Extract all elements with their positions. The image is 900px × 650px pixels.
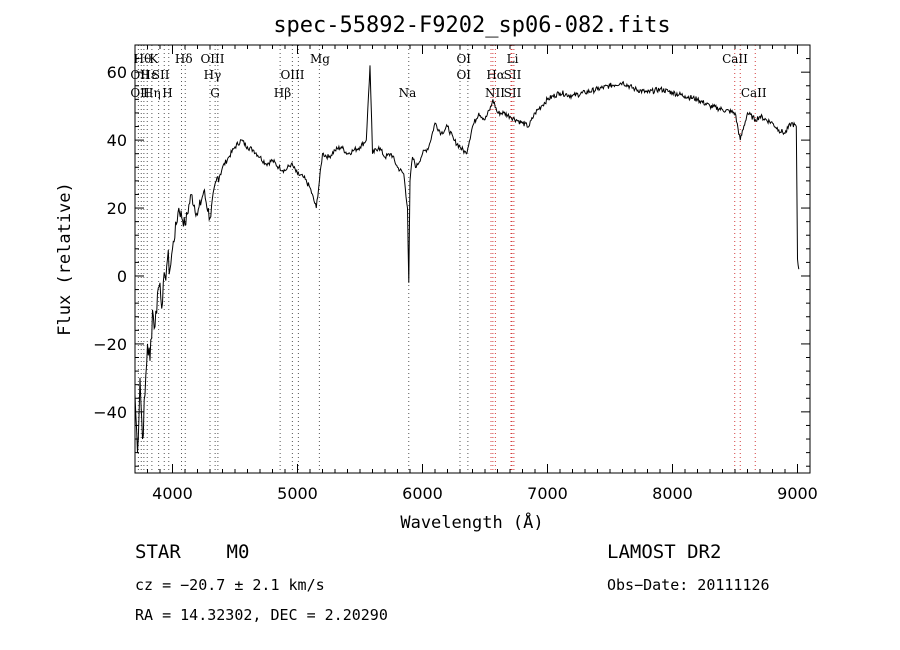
plot-frame [135, 45, 810, 473]
chart-title: spec-55892-F9202_sp06-082.fits [273, 13, 670, 38]
line-label: Na [399, 86, 417, 100]
x-tick-label: 9000 [777, 484, 818, 503]
line-label: NII [485, 86, 505, 100]
axis-tick-labels: 4000 5000 6000 7000 8000 9000 −40 −20 0 20 40 60 [93, 63, 818, 503]
line-label: SII [504, 68, 522, 82]
x-tick-label: 5000 [277, 484, 318, 503]
line-label: CaII [722, 52, 748, 66]
line-label: Hα [486, 68, 505, 82]
cz-readout: cz = −20.7 ± 2.1 km/s [135, 576, 325, 594]
y-axis-label: Flux (relative) [55, 182, 75, 336]
line-label: Hγ [204, 68, 222, 82]
line-label: OIII [280, 68, 304, 82]
x-tick-label: 6000 [402, 484, 443, 503]
spectrum-line [135, 65, 799, 452]
line-label: SII [504, 86, 522, 100]
line-label: H [162, 86, 172, 100]
emission-line-markers [138, 45, 755, 473]
line-label: K [149, 52, 159, 66]
x-tick-label: 8000 [652, 484, 693, 503]
subclass-label: M0 [227, 541, 250, 563]
line-label: Mg [310, 52, 330, 66]
y-tick-label: 0 [117, 267, 127, 286]
survey-label: LAMOST DR2 [607, 541, 721, 563]
x-tick-label: 4000 [152, 484, 193, 503]
line-label: OI [456, 52, 471, 66]
object-class: STAR M0 [135, 541, 249, 563]
line-label: Hδ [175, 52, 193, 66]
line-label: G [210, 86, 220, 100]
y-tick-label: 20 [107, 199, 127, 218]
line-label: SII [152, 68, 170, 82]
x-tick-label: 7000 [527, 484, 568, 503]
x-axis-label: Wavelength (Å) [400, 511, 543, 533]
line-label: Hβ [274, 86, 291, 100]
y-tick-label: 60 [107, 63, 127, 82]
radec-readout: RA = 14.32302, DEC = 2.20290 [135, 606, 388, 624]
obs-date-label: Obs−Date: 20111126 [607, 576, 770, 594]
line-label: OI [456, 68, 471, 82]
y-tick-label: −40 [93, 403, 127, 422]
y-tick-label: −20 [93, 335, 127, 354]
line-label: OIII [200, 52, 224, 66]
line-label: Li [507, 52, 519, 66]
line-label: Hη [143, 86, 161, 100]
line-label: CaII [741, 86, 767, 100]
axis-ticks [135, 45, 810, 473]
y-tick-label: 40 [107, 131, 127, 150]
class-label: STAR [135, 541, 181, 563]
